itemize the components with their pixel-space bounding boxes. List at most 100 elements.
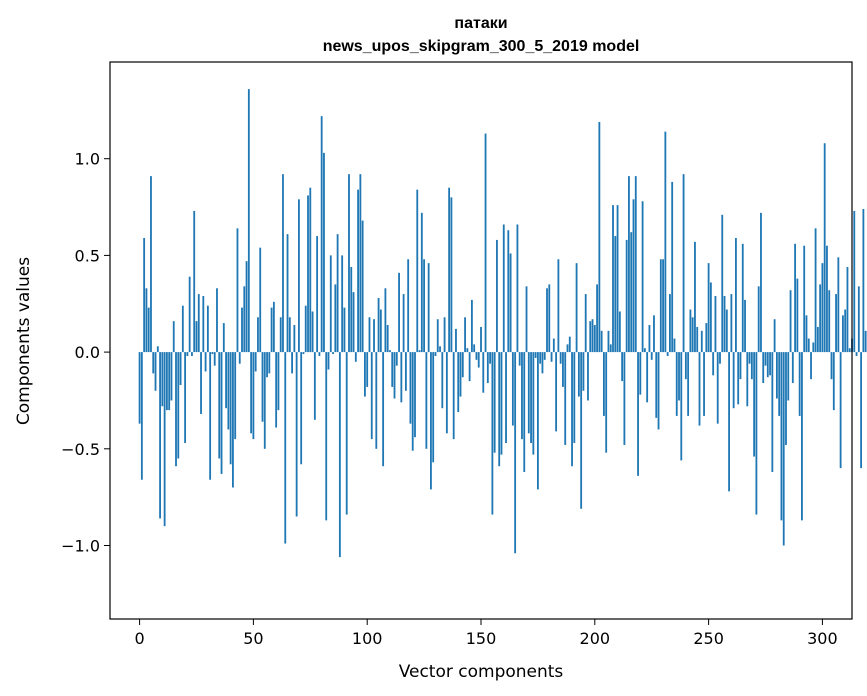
bar <box>796 278 799 353</box>
bar <box>518 352 521 366</box>
bar <box>584 294 587 353</box>
bar <box>694 241 696 353</box>
bar <box>507 230 510 353</box>
bar <box>603 352 605 416</box>
bar <box>259 247 262 353</box>
bar <box>498 352 501 467</box>
bar <box>445 352 448 434</box>
bar <box>275 352 278 428</box>
bar <box>587 352 589 401</box>
bar <box>336 234 339 353</box>
bar <box>398 272 400 353</box>
bar <box>443 317 446 353</box>
y-tick-label: 1.0 <box>75 150 100 169</box>
bar <box>546 288 548 353</box>
bar <box>359 174 362 353</box>
bar <box>393 352 396 399</box>
bar <box>853 210 856 353</box>
bar <box>218 352 221 459</box>
bar <box>493 352 496 453</box>
bar <box>787 352 790 401</box>
bar <box>425 352 428 449</box>
bar <box>366 352 369 387</box>
bar <box>555 352 558 432</box>
bar <box>291 352 293 374</box>
chart-title: патаки <box>454 15 507 32</box>
bar <box>266 352 268 378</box>
bar <box>320 116 323 353</box>
bar <box>241 307 243 353</box>
bar <box>600 330 603 353</box>
bar <box>664 131 667 353</box>
bar <box>703 352 705 416</box>
bar <box>502 224 505 353</box>
bar <box>361 220 364 353</box>
bar <box>775 352 778 399</box>
bar <box>805 315 808 353</box>
bar <box>257 317 259 353</box>
bar <box>566 344 569 353</box>
bar <box>746 352 749 407</box>
bar <box>589 321 592 353</box>
bar <box>468 352 471 382</box>
bar <box>150 176 152 353</box>
bar <box>202 296 205 353</box>
bar <box>238 352 241 364</box>
bar <box>773 319 776 353</box>
bar <box>618 311 621 353</box>
bar <box>350 267 353 353</box>
x-tick-label: 50 <box>243 629 263 648</box>
bar <box>434 352 437 356</box>
bar <box>409 352 412 424</box>
y-tick-label: −0.5 <box>61 440 100 459</box>
bar <box>823 143 826 353</box>
bar <box>855 352 858 356</box>
bar <box>707 263 710 353</box>
x-tick-label: 150 <box>466 629 497 648</box>
bar <box>625 239 628 353</box>
bar <box>864 330 867 353</box>
bar <box>598 121 601 353</box>
bar <box>414 352 416 438</box>
x-tick-label: 300 <box>807 629 838 648</box>
bar <box>721 214 724 353</box>
bar <box>480 326 482 353</box>
bar <box>568 336 571 353</box>
bar <box>609 344 612 353</box>
bar <box>323 152 325 353</box>
bar <box>386 325 389 353</box>
bar <box>286 234 289 353</box>
bar <box>252 352 255 440</box>
bar <box>705 323 708 353</box>
bar <box>225 352 227 409</box>
bar <box>511 352 514 426</box>
bar <box>830 352 833 380</box>
bar <box>657 352 660 430</box>
bar <box>536 352 539 490</box>
bar <box>455 328 457 353</box>
bar <box>206 305 209 353</box>
bar <box>725 309 728 353</box>
bar <box>650 352 653 360</box>
bar <box>616 205 619 353</box>
bar <box>835 294 837 353</box>
bar <box>582 352 585 391</box>
bar <box>605 352 608 453</box>
bar <box>313 352 316 420</box>
bar <box>739 352 742 380</box>
bar <box>844 309 847 353</box>
bar <box>279 317 282 353</box>
bar <box>439 346 441 353</box>
bar <box>591 319 594 353</box>
bar <box>489 352 492 364</box>
bar <box>659 259 662 353</box>
bar <box>514 352 517 554</box>
bar <box>552 338 555 353</box>
bar <box>222 323 225 353</box>
x-tick-label: 250 <box>693 629 724 648</box>
bar <box>780 352 783 521</box>
bar <box>557 259 560 353</box>
x-tick-label: 100 <box>352 629 383 648</box>
bar <box>709 282 712 353</box>
